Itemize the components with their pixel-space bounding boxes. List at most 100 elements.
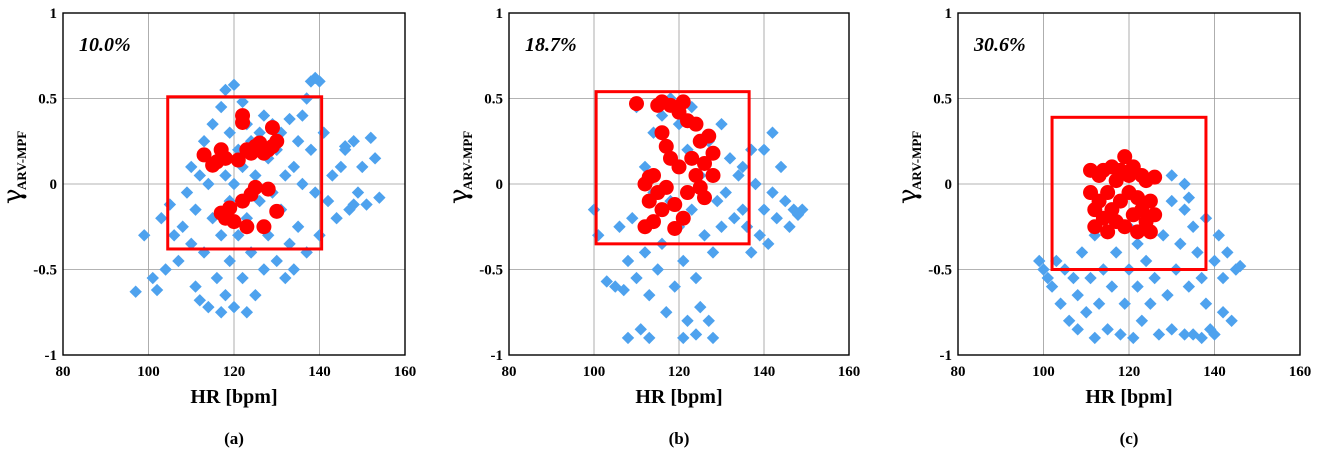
highlight-point <box>247 179 263 195</box>
y-tick-label: 1 <box>496 6 504 22</box>
data-point <box>740 220 754 233</box>
data-point <box>309 186 322 199</box>
data-point <box>1037 263 1050 276</box>
highlight-point <box>196 147 212 163</box>
data-point <box>313 75 326 88</box>
data-point <box>219 83 232 97</box>
highlight-point <box>684 150 700 166</box>
data-point <box>745 143 758 156</box>
data-point <box>1178 203 1191 216</box>
y-tick-label: 0.5 <box>933 92 952 108</box>
data-point <box>1054 297 1067 310</box>
data-point <box>249 288 262 302</box>
x-tick-label: 100 <box>1032 364 1055 380</box>
data-point <box>347 198 360 211</box>
highlight-point <box>1117 149 1133 165</box>
data-point <box>223 126 236 139</box>
data-point <box>753 229 766 242</box>
data-point <box>219 169 232 182</box>
data-point <box>155 212 168 225</box>
data-point <box>189 203 202 216</box>
data-point <box>172 254 185 268</box>
data-point <box>749 177 762 191</box>
data-point <box>770 212 783 225</box>
data-point <box>253 126 266 139</box>
data-point <box>706 246 720 259</box>
highlight-point <box>701 128 717 144</box>
highlight-point <box>235 114 251 130</box>
data-point <box>219 288 232 302</box>
data-point <box>351 186 365 199</box>
data-point <box>1178 328 1191 341</box>
panel-b: 80 100 120 140 160 -1 -0.5 0 0.5 1 18.7% HR [bpm] γA… <box>444 6 860 448</box>
data-point <box>214 306 228 319</box>
highlight-point <box>671 159 687 175</box>
data-point <box>249 169 262 182</box>
data-point <box>613 220 626 233</box>
data-point <box>587 203 601 216</box>
data-point <box>185 237 198 251</box>
highlight-point <box>688 116 704 132</box>
data-point <box>1041 271 1054 285</box>
highlight-point <box>688 167 704 183</box>
data-point <box>223 254 236 268</box>
y-axis-subscript: ARV-MPF <box>460 131 475 190</box>
x-tick-label: 140 <box>753 364 776 380</box>
data-point <box>1216 271 1230 285</box>
highlight-point <box>658 179 674 195</box>
data-point <box>1191 246 1204 259</box>
data-point <box>313 229 326 242</box>
selection-box <box>166 95 324 251</box>
data-point <box>193 294 206 307</box>
data-point <box>150 283 164 297</box>
data-point <box>1105 280 1119 293</box>
data-point <box>321 194 335 208</box>
y-tick-label: 0 <box>50 177 58 193</box>
data-point <box>745 246 758 259</box>
data-point <box>1131 280 1144 293</box>
data-point <box>643 288 656 302</box>
data-point <box>1216 306 1230 319</box>
highlight-point <box>222 200 238 216</box>
data-point <box>1212 229 1225 242</box>
x-tick-label: 80 <box>502 364 517 380</box>
data-point <box>236 95 249 109</box>
data-point <box>1135 314 1149 327</box>
y-tick-label: -0.5 <box>928 263 952 279</box>
data-point <box>1182 280 1196 293</box>
data-point <box>236 271 249 285</box>
data-point <box>257 109 271 122</box>
panel-caption: (a) <box>224 429 244 448</box>
highlight-point <box>646 167 661 183</box>
panel-caption: (b) <box>669 429 690 448</box>
data-point <box>762 237 775 251</box>
data-point <box>129 285 142 298</box>
highlight-point <box>256 219 272 235</box>
data-point <box>1075 246 1089 259</box>
data-point <box>600 275 613 288</box>
data-point <box>326 169 339 182</box>
y-axis-subscript: ARV-MPF <box>909 131 924 190</box>
highlight-point <box>654 202 670 218</box>
data-point <box>1080 306 1093 319</box>
data-point <box>1174 237 1187 251</box>
data-point <box>1088 331 1101 345</box>
data-point <box>232 229 245 242</box>
data-point <box>210 271 224 285</box>
data-point <box>270 254 283 268</box>
data-point <box>167 229 181 242</box>
data-point <box>1225 314 1238 327</box>
y-axis-symbol: γ <box>0 188 28 204</box>
data-point <box>253 194 266 208</box>
highlight-point <box>667 220 683 236</box>
panel-caption: (c) <box>1120 429 1139 448</box>
data-point <box>1152 328 1166 341</box>
data-point <box>694 300 707 314</box>
data-point <box>1062 314 1076 327</box>
data-point <box>330 212 343 225</box>
data-point <box>197 135 211 148</box>
data-point <box>1118 297 1131 310</box>
highlight-point <box>667 197 683 213</box>
data-point <box>227 78 241 92</box>
data-point <box>1033 254 1046 268</box>
